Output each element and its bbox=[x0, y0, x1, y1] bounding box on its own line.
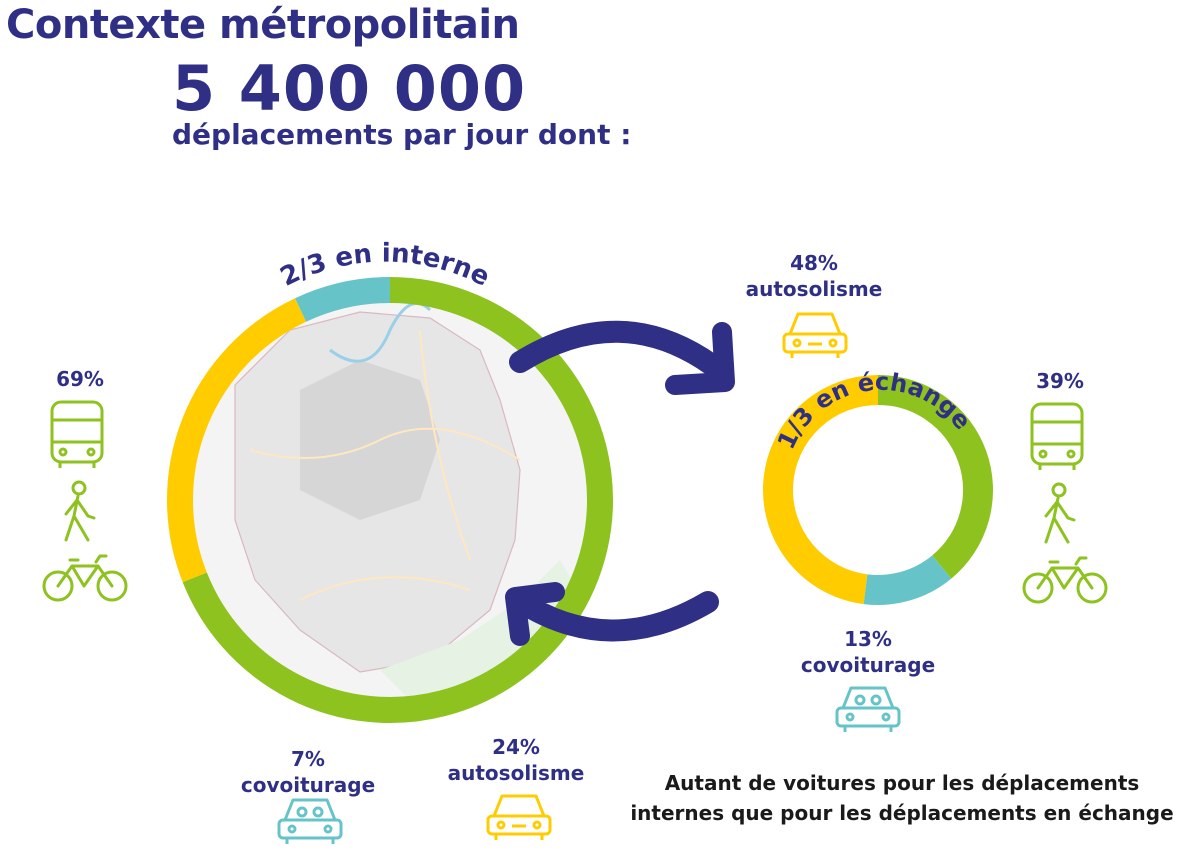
internal-active-percent: 69% bbox=[56, 367, 104, 391]
pedestrian-icon bbox=[64, 480, 96, 542]
internal-carpool-label: covoiturage bbox=[240, 773, 376, 797]
bicycle-icon bbox=[1022, 556, 1108, 604]
footnote-line-1: Autant de voitures pour les déplacements bbox=[664, 771, 1140, 795]
donut-slice-1-3 bbox=[295, 277, 391, 322]
internal-solo-percent: 24% bbox=[492, 735, 540, 759]
donut-slice-2-2 bbox=[863, 555, 952, 605]
exchange-carpool-percent: 13% bbox=[844, 627, 892, 651]
bus-icon bbox=[1030, 402, 1084, 470]
arrow-icon bbox=[509, 320, 735, 395]
exchange-solo-label: autosolisme bbox=[745, 277, 883, 301]
donut-slice-1-2 bbox=[167, 298, 307, 583]
donut-slice-2-3 bbox=[763, 375, 879, 605]
bicycle-icon bbox=[42, 554, 128, 602]
arrow-icon bbox=[505, 582, 719, 646]
exchange-active-percent: 39% bbox=[1036, 369, 1084, 393]
exchange-trips-donut bbox=[763, 375, 993, 605]
exchange-carpool-label: covoiturage bbox=[800, 653, 936, 677]
donut-slice-2-1 bbox=[877, 375, 993, 579]
car-icon bbox=[486, 794, 552, 840]
carpool-icon bbox=[835, 686, 901, 732]
internal-solo-label: autosolisme bbox=[447, 761, 585, 785]
car-icon bbox=[782, 312, 848, 358]
total-trips: 5 400 000 bbox=[172, 52, 527, 125]
page-subtitle: déplacements par jour dont : bbox=[172, 118, 632, 151]
page-title: Contexte métropolitain bbox=[6, 2, 520, 48]
exchange-solo-percent: 48% bbox=[790, 251, 838, 275]
carpool-icon bbox=[277, 798, 343, 844]
internal-carpool-percent: 7% bbox=[291, 747, 325, 771]
footnote: Autant de voitures pour les déplacements… bbox=[612, 768, 1192, 828]
pedestrian-icon bbox=[1044, 482, 1076, 544]
footnote-line-2: internes que pour les déplacements en éc… bbox=[630, 801, 1174, 825]
bus-icon bbox=[50, 400, 104, 468]
